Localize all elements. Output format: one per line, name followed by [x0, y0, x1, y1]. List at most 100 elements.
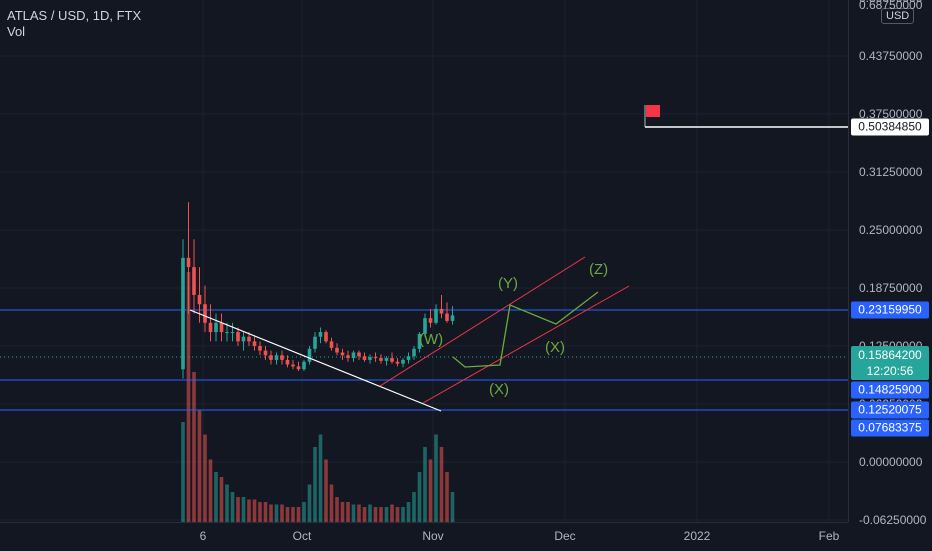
- volume-bar: [269, 504, 273, 522]
- candle-body: [406, 356, 411, 360]
- candle-body: [450, 315, 455, 321]
- support-price-badge-1: 0.14825900: [851, 381, 929, 399]
- volume-bar: [423, 447, 427, 522]
- symbol-label[interactable]: ATLAS / USD, 1D, FTX: [7, 8, 142, 23]
- volume-bar: [236, 497, 240, 522]
- candle-body: [219, 322, 224, 333]
- channel-upper-line: [379, 256, 586, 387]
- price-tick-label: -0.06250000: [859, 513, 927, 527]
- volume-bar: [373, 507, 378, 522]
- candle-body: [329, 341, 334, 348]
- price-tick-label: 0.25000000: [859, 223, 923, 237]
- price-tick-label: 0.31250000: [859, 165, 923, 179]
- candle-body: [439, 308, 444, 314]
- wave-label: (Y): [498, 275, 518, 292]
- time-tick-label: Oct: [292, 529, 312, 543]
- volume-bar: [274, 504, 279, 522]
- channel-lower-line: [422, 285, 630, 404]
- volume-bar: [340, 502, 345, 522]
- volume-bar: [285, 507, 290, 522]
- resistance-price-badge: 0.23159950: [851, 301, 929, 319]
- volume-bar: [428, 459, 433, 522]
- volume-bar: [307, 484, 312, 522]
- price-tick-label: 0.37500000: [859, 107, 923, 121]
- volume-bar: [439, 447, 444, 522]
- elliott-wave-path: [452, 291, 599, 368]
- candle-body: [428, 318, 433, 323]
- candle-body: [236, 332, 240, 342]
- time-axis[interactable]: 6 Oct Nov Dec 2022 Feb: [0, 522, 848, 551]
- volume-bar: [401, 507, 405, 522]
- candle-body: [324, 332, 328, 342]
- support-price-badge-3: 0.07683375: [851, 419, 929, 437]
- flag-price-badge: 0.50384850: [851, 118, 929, 136]
- last-price-value: 0.15864200: [858, 348, 922, 362]
- wave-label: (W): [419, 331, 443, 348]
- volume-bar: [296, 507, 301, 522]
- candle-body: [318, 332, 323, 337]
- volume-bar: [291, 507, 295, 522]
- volume-bar: [258, 502, 262, 522]
- candle-body: [362, 356, 367, 360]
- volume-bar: [406, 502, 411, 522]
- support-price-badge-2: 0.12520075: [851, 401, 929, 419]
- candle-body: [241, 336, 246, 342]
- candle-body: [274, 355, 279, 360]
- candle-body: [417, 333, 422, 349]
- candle-countdown: 12:20:56: [866, 364, 914, 378]
- candle-body: [401, 359, 405, 364]
- descending-trendline: [189, 309, 442, 412]
- candle-body: [230, 332, 235, 334]
- volume-bar: [357, 504, 361, 522]
- volume-bar: [280, 504, 284, 522]
- wave-label: (X): [545, 339, 565, 356]
- price-axis[interactable]: USD 0.687500000.625000000.562500000.5000…: [848, 0, 932, 527]
- chart-pane[interactable]: (W) (X) (Y) (X) (Z) ATLAS / USD, 1D, FTX Vol: [0, 0, 848, 522]
- volume-bar: [214, 472, 218, 522]
- candle-body: [225, 332, 229, 334]
- volume-bar: [329, 484, 334, 522]
- volume-indicator-label[interactable]: Vol: [7, 24, 26, 39]
- volume-bar: [186, 272, 191, 522]
- wave-label: (Z): [589, 261, 608, 278]
- volume-bar: [181, 422, 185, 522]
- price-tick-label: 0.68750000: [859, 0, 923, 12]
- price-tick-label: 0.43750000: [859, 49, 923, 63]
- time-tick-label: Dec: [554, 529, 576, 543]
- volume-bar: [208, 459, 213, 522]
- candle-body: [181, 257, 185, 370]
- chart-legend: ATLAS / USD, 1D, FTX Vol: [7, 8, 141, 40]
- candle-body: [192, 267, 196, 295]
- volume-bar: [351, 504, 356, 522]
- time-tick-label: Nov: [422, 529, 444, 543]
- candle-body: [313, 336, 317, 349]
- currency-button[interactable]: USD: [881, 8, 915, 24]
- volume-bar: [450, 492, 455, 522]
- volume-bar: [384, 507, 389, 522]
- candle-body: [379, 358, 383, 361]
- time-tick-label: Feb: [818, 529, 840, 543]
- volume-bar: [192, 372, 196, 522]
- volume-bar: [368, 504, 372, 522]
- candle-body: [280, 355, 284, 360]
- volume-bar: [395, 507, 400, 522]
- volume-bar: [379, 507, 383, 522]
- volume-bar: [302, 502, 306, 522]
- volume-bar: [335, 497, 339, 522]
- candle-body: [186, 257, 191, 268]
- candle-body: [373, 357, 378, 359]
- volume-bar: [230, 492, 235, 522]
- flag-icon: [646, 105, 660, 117]
- volume-bar: [203, 434, 207, 522]
- candle-body: [285, 359, 290, 365]
- candle-body: [307, 348, 312, 362]
- volume-bar: [412, 492, 416, 522]
- candle-body: [263, 350, 268, 356]
- candle-body: [351, 352, 356, 359]
- candle-body: [368, 357, 372, 360]
- volume-bar: [417, 472, 422, 522]
- candle-body: [197, 294, 202, 305]
- price-chart[interactable]: (W) (X) (Y) (X) (Z): [0, 0, 848, 522]
- candle-body: [302, 361, 306, 370]
